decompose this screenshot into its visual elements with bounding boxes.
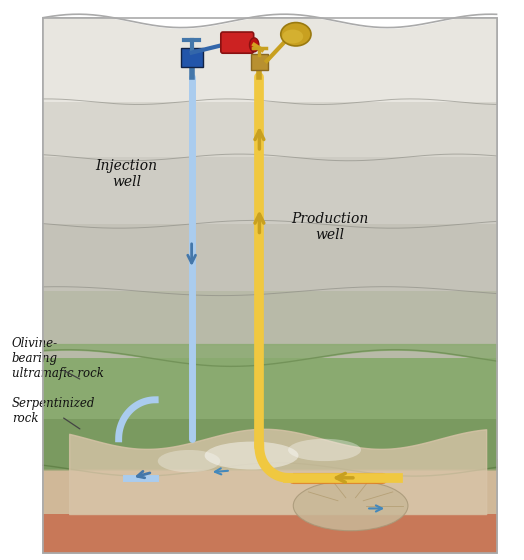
Bar bbox=[43, 18, 497, 102]
FancyBboxPatch shape bbox=[221, 32, 254, 53]
Ellipse shape bbox=[288, 439, 361, 461]
Ellipse shape bbox=[249, 38, 259, 52]
Bar bbox=[43, 291, 497, 358]
Ellipse shape bbox=[282, 30, 303, 44]
FancyBboxPatch shape bbox=[251, 54, 268, 70]
Text: Production
well: Production well bbox=[291, 212, 368, 242]
FancyBboxPatch shape bbox=[43, 18, 497, 553]
Bar bbox=[43, 102, 497, 157]
Ellipse shape bbox=[158, 450, 220, 472]
Text: Olivine-
bearing
ultramafic rock: Olivine- bearing ultramafic rock bbox=[12, 337, 104, 380]
Ellipse shape bbox=[293, 480, 408, 531]
Text: Injection
well: Injection well bbox=[95, 159, 158, 189]
Bar bbox=[43, 18, 497, 553]
Bar bbox=[43, 157, 497, 224]
FancyBboxPatch shape bbox=[181, 48, 203, 67]
Ellipse shape bbox=[205, 442, 299, 469]
Text: Serpentinized
rock: Serpentinized rock bbox=[12, 397, 95, 425]
Bar bbox=[43, 419, 497, 469]
Ellipse shape bbox=[281, 22, 311, 46]
Bar bbox=[43, 358, 497, 419]
Bar bbox=[43, 514, 497, 553]
Bar bbox=[43, 224, 497, 291]
Bar bbox=[43, 469, 497, 514]
